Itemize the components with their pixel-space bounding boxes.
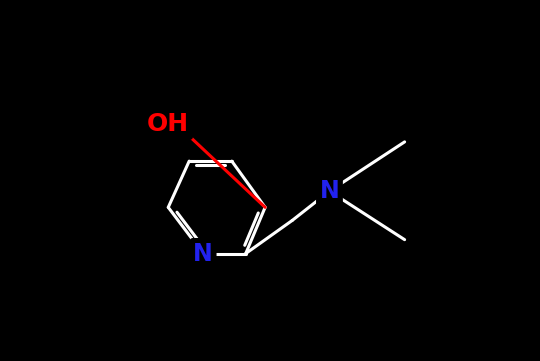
Text: OH: OH	[147, 112, 190, 136]
Text: N: N	[193, 242, 213, 266]
Text: N: N	[320, 179, 339, 203]
